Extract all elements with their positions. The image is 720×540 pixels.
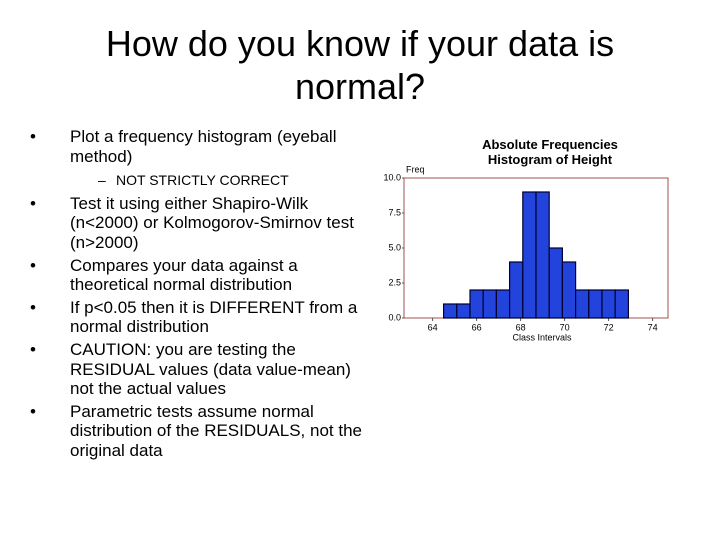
bullet-text: Plot a frequency histogram (eyeball meth… xyxy=(70,127,337,166)
y-tick-label: 10.0 xyxy=(383,172,401,182)
x-tick-label: 70 xyxy=(560,322,570,332)
histogram-bar xyxy=(601,289,616,319)
y-axis-label: Freq xyxy=(406,164,425,174)
bullet: Test it using either Shapiro-Wilk (n<200… xyxy=(28,194,368,253)
histogram-bar xyxy=(509,261,524,319)
x-tick-label: 74 xyxy=(648,322,658,332)
bullet: Plot a frequency histogram (eyeball meth… xyxy=(28,127,368,191)
histogram-bar xyxy=(561,261,577,319)
y-tick-label: 2.5 xyxy=(388,277,401,287)
bullet: CAUTION: you are testing the RESIDUAL va… xyxy=(28,340,368,399)
bullet-text: If p<0.05 then it is DIFFERENT from a no… xyxy=(70,297,358,337)
bullet: If p<0.05 then it is DIFFERENT from a no… xyxy=(28,298,368,337)
x-tick-label: 68 xyxy=(516,322,526,332)
x-tick-label: 64 xyxy=(428,322,438,332)
histogram-bar xyxy=(535,191,550,319)
histogram-bar xyxy=(548,247,564,319)
x-tick-label: 72 xyxy=(604,322,614,332)
histogram-bar xyxy=(495,289,511,319)
histogram-bar xyxy=(482,289,498,319)
y-tick-label: 0.0 xyxy=(388,312,401,322)
bullet: Parametric tests assume normal distribut… xyxy=(28,402,368,461)
slide-title: How do you know if your data is normal? xyxy=(105,23,615,107)
bullet-text: CAUTION: you are testing the RESIDUAL va… xyxy=(70,339,351,399)
bullet-text: Parametric tests assume normal distribut… xyxy=(70,401,362,460)
bullet-text: Test it using either Shapiro-Wilk (n<200… xyxy=(70,193,354,252)
histogram-bar xyxy=(614,289,630,319)
chart-title: Absolute Frequencies Histogram of Height xyxy=(482,137,618,167)
histogram-bar xyxy=(469,289,484,319)
histogram-bar xyxy=(588,289,603,319)
x-axis-label: Class Intervals xyxy=(512,332,572,342)
bullet-list: Plot a frequency histogram (eyeball meth… xyxy=(28,127,368,464)
y-tick-label: 5.0 xyxy=(388,242,401,252)
y-tick-label: 7.5 xyxy=(388,207,401,217)
sub-bullet: NOT STRICTLY CORRECT xyxy=(70,171,368,191)
bullet: Compares your data against a theoretical… xyxy=(28,256,368,295)
histogram-bar xyxy=(456,303,471,319)
bullet-text: Compares your data against a theoretical… xyxy=(70,255,298,295)
histogram-bar xyxy=(443,303,458,319)
histogram-bar xyxy=(522,191,537,319)
x-tick-label: 66 xyxy=(472,322,482,332)
histogram-bar xyxy=(574,289,590,319)
